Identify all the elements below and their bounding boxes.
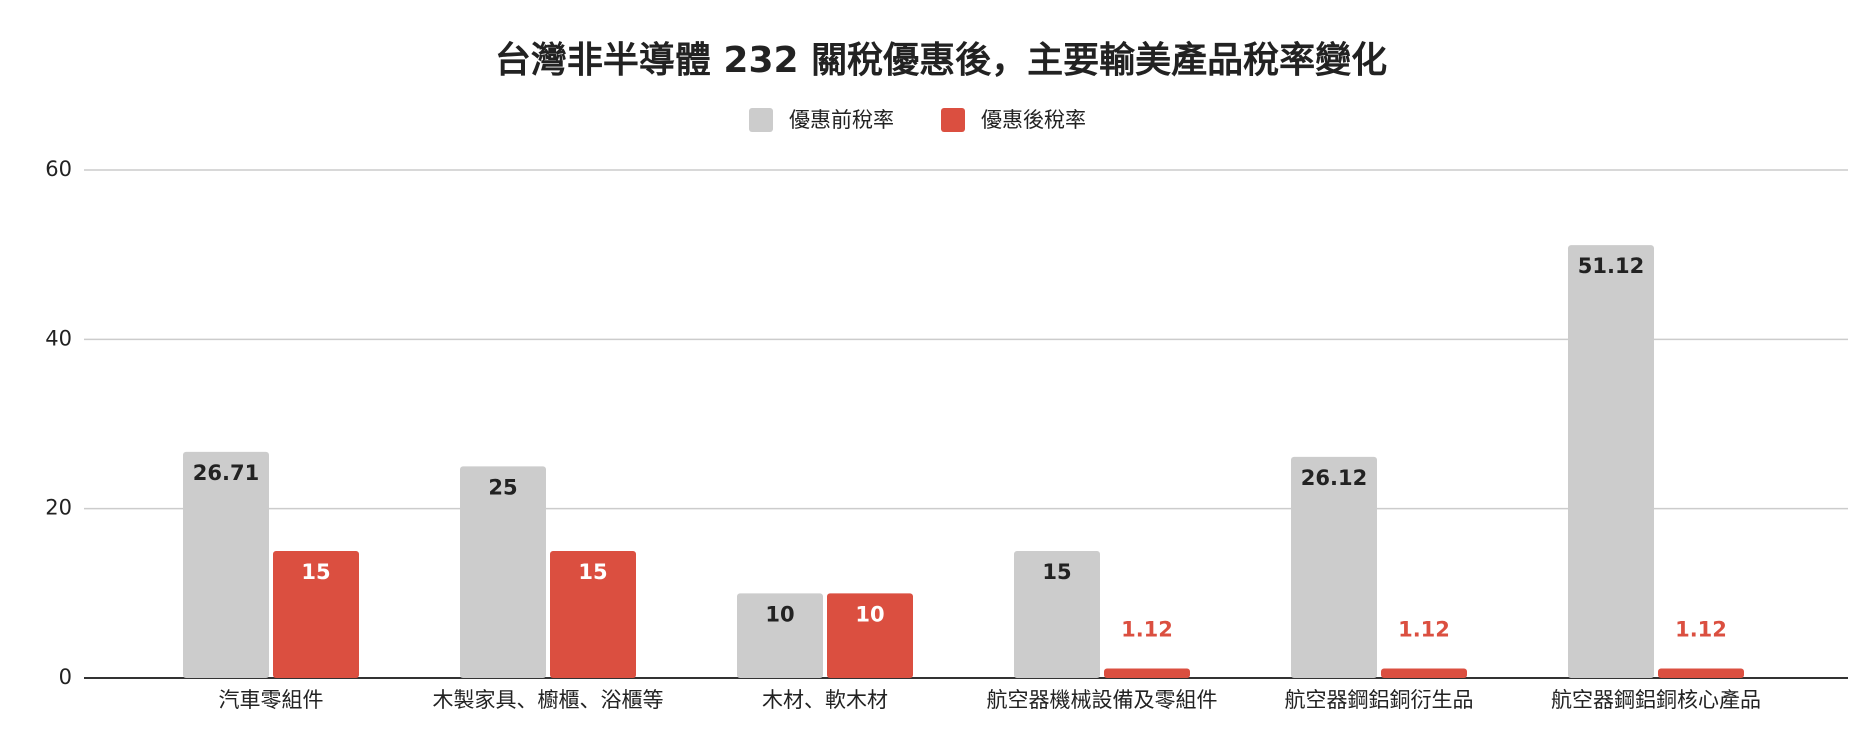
value-label: 26.12: [1301, 466, 1367, 490]
bar: [1568, 245, 1654, 678]
x-tick-label: 木材、軟木材: [762, 688, 888, 712]
bar: [1014, 551, 1100, 678]
y-tick-label: 20: [45, 496, 72, 520]
y-tick-label: 40: [45, 326, 72, 350]
chart-title: 台灣非半導體 232 關稅優惠後，主要輸美產品稅率變化: [495, 40, 1387, 81]
legend-swatch: [941, 108, 965, 132]
x-tick-label: 航空器鋼鋁銅核心產品: [1551, 688, 1761, 712]
bar: [737, 593, 823, 678]
x-tick-label: 木製家具、櫥櫃、浴櫃等: [433, 688, 664, 712]
value-label: 15: [301, 560, 330, 584]
value-label: 10: [855, 602, 884, 626]
value-label: 51.12: [1578, 254, 1644, 278]
legend-swatch: [749, 108, 773, 132]
bar: [1104, 668, 1190, 678]
value-label: 1.12: [1398, 618, 1450, 642]
x-tick-label: 航空器鋼鋁銅衍生品: [1285, 688, 1474, 712]
y-tick-label: 60: [45, 157, 72, 181]
y-tick-label: 0: [59, 665, 72, 689]
bar: [1658, 668, 1744, 678]
legend-label: 優惠前稅率: [789, 108, 894, 132]
legend-label: 優惠後稅率: [981, 108, 1086, 132]
bar: [183, 451, 269, 678]
value-label: 1.12: [1121, 618, 1173, 642]
bar: [550, 551, 636, 678]
value-label: 15: [578, 560, 607, 584]
bar: [273, 551, 359, 678]
bar: [827, 593, 913, 678]
bar: [460, 466, 546, 678]
value-label: 1.12: [1675, 618, 1727, 642]
value-label: 10: [765, 602, 794, 626]
bar: [1381, 668, 1467, 678]
bar: [1291, 456, 1377, 678]
x-tick-label: 航空器機械設備及零組件: [987, 688, 1218, 712]
value-label: 15: [1042, 560, 1071, 584]
value-label: 25: [488, 475, 517, 499]
value-label: 26.71: [193, 461, 259, 485]
x-tick-label: 汽車零組件: [219, 688, 324, 712]
